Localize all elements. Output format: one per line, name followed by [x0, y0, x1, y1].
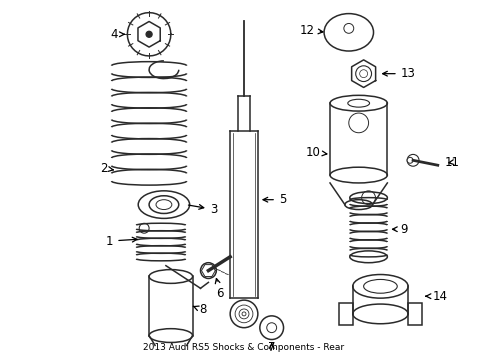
Text: 11: 11: [444, 156, 459, 169]
Circle shape: [407, 157, 412, 163]
Bar: [338, 303, 352, 325]
Text: 9: 9: [392, 223, 407, 236]
Text: 2013 Audi RS5 Shocks & Components - Rear: 2013 Audi RS5 Shocks & Components - Rear: [143, 343, 344, 352]
Bar: [407, 303, 421, 325]
Text: 7: 7: [267, 341, 275, 354]
Text: 4: 4: [110, 28, 124, 41]
Text: 5: 5: [263, 193, 285, 206]
Text: 8: 8: [193, 303, 206, 316]
Text: 10: 10: [305, 146, 326, 159]
Text: 14: 14: [425, 290, 447, 303]
Text: 6: 6: [215, 279, 224, 300]
Text: 12: 12: [299, 24, 322, 37]
Text: 1: 1: [105, 235, 137, 248]
Circle shape: [146, 31, 152, 37]
Text: 13: 13: [382, 67, 415, 80]
Text: 3: 3: [188, 203, 218, 216]
Text: 2: 2: [100, 162, 113, 175]
